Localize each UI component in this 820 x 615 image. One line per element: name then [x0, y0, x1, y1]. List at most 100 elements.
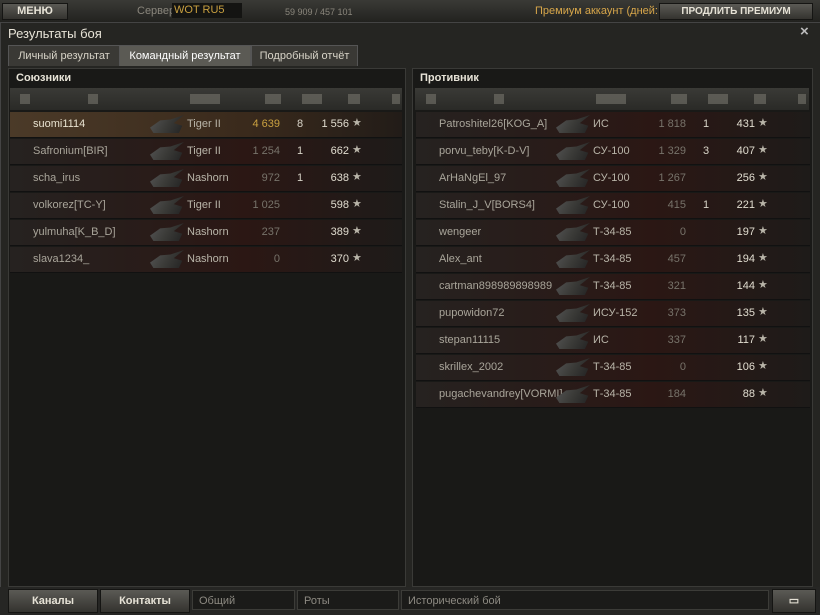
damage: 184 — [667, 388, 686, 400]
experience: 638 — [330, 172, 349, 184]
player-row — [10, 193, 402, 219]
player-row — [10, 220, 402, 246]
server-select[interactable]: WOT RU5 — [172, 3, 242, 18]
close-button[interactable]: × — [800, 23, 809, 40]
window-title: Результаты боя — [8, 26, 102, 41]
experience: 662 — [330, 145, 349, 157]
column-icon — [494, 94, 504, 104]
player-name: pupowidon72 — [439, 307, 505, 319]
player-row — [416, 274, 810, 300]
player-name: skrillex_2002 — [439, 361, 504, 373]
column-icon — [348, 94, 360, 104]
experience: 256 — [736, 172, 755, 184]
player-row — [416, 247, 810, 273]
kills: 8 — [296, 118, 304, 130]
tank-name: Tiger II — [187, 145, 221, 157]
tank-name: СУ-100 — [593, 199, 630, 211]
kills: 1 — [296, 172, 304, 184]
star-icon: ★ — [758, 279, 768, 291]
tank-name: Tiger II — [187, 199, 221, 211]
tank-name: Т-34-85 — [593, 361, 632, 373]
damage: 373 — [667, 307, 686, 319]
player-name: volkorez[TC-Y] — [33, 199, 106, 211]
star-icon: ★ — [352, 198, 362, 210]
contacts-button[interactable]: Контакты — [100, 589, 190, 613]
tank-name: ИС — [593, 334, 609, 346]
damage: 0 — [679, 361, 686, 373]
experience: 221 — [736, 199, 755, 211]
damage: 1 267 — [658, 172, 686, 184]
experience: 135 — [736, 307, 755, 319]
server-label: Сервер — [137, 5, 176, 17]
damage: 1 329 — [658, 145, 686, 157]
tank-name: Т-34-85 — [593, 388, 632, 400]
player-name: Patroshitel26[KOG_A] — [439, 118, 548, 130]
damage: 1 818 — [658, 118, 686, 130]
tank-name: Nashorn — [187, 253, 229, 265]
experience: 194 — [736, 253, 755, 265]
experience: 197 — [736, 226, 755, 238]
star-icon: ★ — [352, 117, 362, 129]
player-row — [416, 328, 810, 354]
allies-title: Союзники — [16, 72, 72, 84]
column-icon — [20, 94, 30, 104]
tab[interactable]: Командный результат — [119, 45, 251, 66]
column-icon — [426, 94, 436, 104]
player-row — [416, 139, 810, 165]
damage: 237 — [261, 226, 280, 238]
tank-name: Т-34-85 — [593, 226, 632, 238]
damage: 1 254 — [252, 145, 280, 157]
channel-tab[interactable]: Исторический бой — [401, 590, 769, 610]
extend-premium-button[interactable]: ПРОДЛИТЬ ПРЕМИУМ — [659, 3, 813, 20]
star-icon: ★ — [758, 252, 768, 264]
player-row — [10, 112, 402, 138]
player-name: Stalin_J_V[BORS4] — [439, 199, 535, 211]
player-row — [416, 382, 810, 408]
player-name: yulmuha[K_B_D] — [33, 226, 116, 238]
tab[interactable]: Подробный отчёт — [251, 45, 358, 66]
star-icon: ★ — [758, 171, 768, 183]
channel-tab[interactable]: Роты — [297, 590, 399, 610]
player-name: Safronium[BIR] — [33, 145, 108, 157]
experience: 88 — [742, 388, 755, 400]
damage: 0 — [273, 253, 280, 265]
damage: 337 — [667, 334, 686, 346]
experience: 407 — [736, 145, 755, 157]
damage: 4 639 — [252, 118, 280, 130]
experience: 389 — [330, 226, 349, 238]
channels-button[interactable]: Каналы — [8, 589, 98, 613]
kills: 3 — [702, 145, 710, 157]
player-name: pugachevandrey[VORMI] — [439, 388, 563, 400]
tab[interactable]: Личный результат — [8, 45, 120, 66]
star-icon: ★ — [758, 387, 768, 399]
tank-name: Nashorn — [187, 172, 229, 184]
column-icon — [708, 94, 728, 104]
player-row — [10, 139, 402, 165]
player-name: scha_irus — [33, 172, 81, 184]
damage: 457 — [667, 253, 686, 265]
enemies-title: Противник — [420, 72, 479, 84]
player-name: porvu_teby[K-D-V] — [439, 145, 530, 157]
tank-name: ИС — [593, 118, 609, 130]
experience: 431 — [736, 118, 755, 130]
damage: 415 — [667, 199, 686, 211]
column-icon — [596, 94, 626, 104]
kills: 1 — [702, 199, 710, 211]
column-icon — [671, 94, 687, 104]
tank-name: Nashorn — [187, 226, 229, 238]
experience: 144 — [736, 280, 755, 292]
damage: 321 — [667, 280, 686, 292]
player-row — [416, 112, 810, 138]
menu-button[interactable]: МЕНЮ — [2, 3, 68, 20]
chat-button[interactable]: ▭ — [772, 589, 816, 613]
damage: 0 — [679, 226, 686, 238]
experience: 117 — [737, 334, 755, 346]
damage: 972 — [261, 172, 280, 184]
tank-name: ИСУ-152 — [593, 307, 638, 319]
channel-tab[interactable]: Общий — [192, 590, 295, 610]
player-row — [416, 301, 810, 327]
star-icon: ★ — [352, 252, 362, 264]
star-icon: ★ — [352, 225, 362, 237]
kills: 1 — [702, 118, 710, 130]
